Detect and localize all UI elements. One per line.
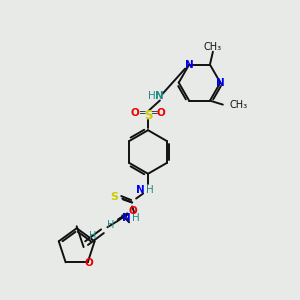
Text: H: H [132, 213, 140, 224]
Text: =: = [138, 108, 146, 117]
Text: H: H [148, 91, 156, 100]
Text: N: N [122, 213, 130, 224]
Text: N: N [216, 78, 225, 88]
Text: N: N [185, 60, 194, 70]
Text: O: O [84, 258, 93, 268]
Text: =: = [150, 108, 158, 117]
Text: O: O [157, 108, 165, 118]
Text: O: O [131, 108, 140, 118]
Text: O: O [129, 206, 137, 216]
Text: N: N [136, 184, 145, 195]
Text: H: H [107, 220, 114, 230]
Text: CH₃: CH₃ [230, 100, 248, 110]
Text: H: H [146, 184, 154, 195]
Text: CH₃: CH₃ [204, 42, 222, 52]
Text: N: N [154, 91, 163, 100]
Text: H: H [89, 231, 96, 241]
Text: S: S [144, 109, 152, 122]
Text: S: S [110, 192, 118, 202]
